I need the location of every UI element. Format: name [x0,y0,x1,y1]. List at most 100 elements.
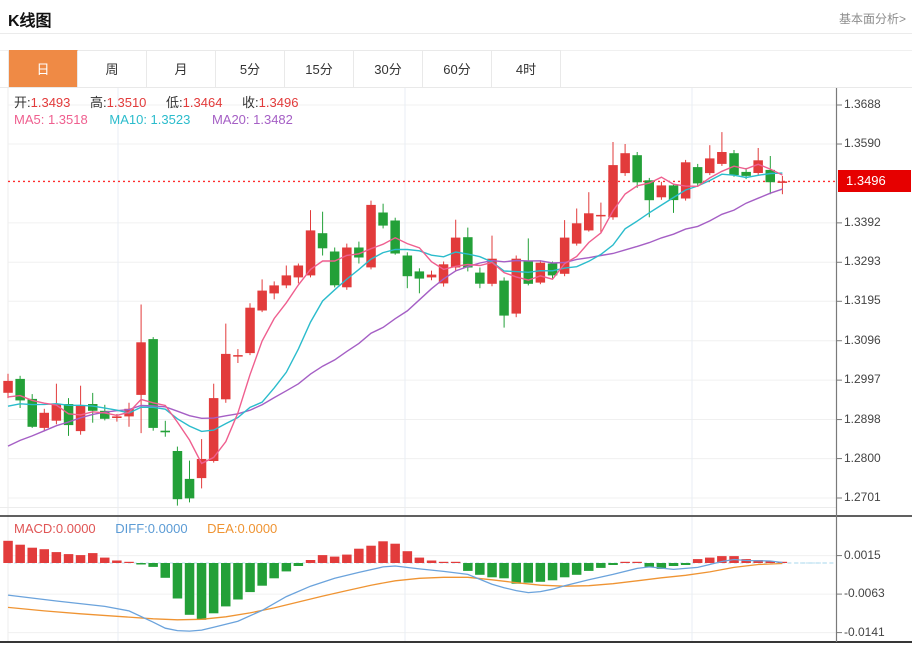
tab-30min[interactable]: 30分 [354,50,423,87]
candle [3,373,13,399]
candle-body [136,342,146,395]
candle [160,420,170,437]
macd-bar [644,563,654,567]
candle-body [221,353,231,400]
price-axis-label: 1.3096 [844,332,881,347]
candle [208,383,219,463]
tab-60min[interactable]: 60分 [423,50,492,87]
candle [269,281,279,300]
candle-body [511,258,521,314]
macd-bar [15,544,25,563]
macd-bar [596,563,606,568]
macd-bar [354,548,364,563]
candle-body [753,160,763,173]
title-divider [0,33,912,34]
candle-body [571,223,582,244]
candle [221,323,231,403]
candle-body [547,263,558,276]
candle-body [414,271,425,279]
candle-body [172,451,183,500]
low-label: 低: [166,95,183,110]
macd-bar [184,563,195,615]
candle [511,255,521,318]
candle-body [366,204,376,268]
macd-bar [717,556,727,563]
candle [257,279,267,313]
fundamental-analysis-link[interactable]: 基本面分析> [838,12,906,26]
candle [184,460,195,503]
candle [753,148,763,176]
macd-bar [499,563,509,579]
tab-5min[interactable]: 5分 [216,50,285,87]
candle-body [608,165,618,218]
candle [342,243,352,290]
candle [547,261,558,279]
candle [717,132,727,166]
candle [15,375,25,408]
macd-bar [233,563,243,600]
candle-body [717,152,727,164]
candle [777,175,788,195]
candle [584,192,594,232]
macd-axis-label: -0.0063 [844,586,885,601]
candle [402,252,413,289]
high-label: 高: [90,95,107,110]
candle-body [692,167,703,184]
macd-bar [51,552,62,563]
macd-bar [390,543,400,563]
macd-bar [632,561,642,563]
macd-bar [475,563,485,575]
tab-week[interactable]: 周 [78,50,147,87]
macd-bar [3,540,13,563]
tabbar-bottom-border [0,87,912,88]
macd-bar [221,563,231,607]
candle-body [487,258,497,284]
macd-bar [535,563,546,582]
diff-line [7,558,783,632]
candle-body [63,404,74,426]
candle-body [668,185,679,201]
macd-bar [753,560,763,563]
candle-body [596,214,606,217]
candle-body [777,181,788,183]
macd-bar [88,553,98,563]
macd-bar [208,563,219,614]
macd-bar [523,563,533,583]
ma-legend: MA5: 1.3518 MA10: 1.3523 MA20: 1.3482 [14,112,311,127]
candle [354,241,364,264]
candle-body [475,272,485,284]
candle-body [438,264,449,284]
tab-month[interactable]: 月 [147,50,216,87]
candle [499,277,509,328]
candle-body [15,378,25,401]
candle [438,261,449,287]
macd-bar [75,555,86,563]
macd-bar [402,551,413,563]
ma20-legend: MA20: 1.3482 [211,112,293,127]
candle [620,144,630,176]
tab-4hour[interactable]: 4时 [492,50,561,87]
tab-day[interactable]: 日 [9,50,78,87]
open-value: 1.3493 [30,95,71,110]
macd-axis-label: 0.0015 [844,547,881,562]
page-title: K线图 [8,13,52,30]
candle [426,270,437,281]
close-label: 收: [242,95,259,110]
macd-bar [765,561,775,563]
ma5-line [7,163,783,465]
macd-bar [39,549,49,563]
candle [765,156,775,195]
candle-body [620,153,630,174]
tab-15min[interactable]: 15分 [285,50,354,87]
candle-body [463,237,473,268]
price-axis-label: 1.2800 [844,450,881,465]
candle-body [765,169,775,183]
candle-body [88,404,98,411]
candle [63,398,74,436]
macd-bar [571,563,582,575]
price-axis-label: 1.2997 [844,372,881,387]
macd-bar [547,563,558,581]
candle-body [269,285,279,294]
candle [317,211,328,256]
